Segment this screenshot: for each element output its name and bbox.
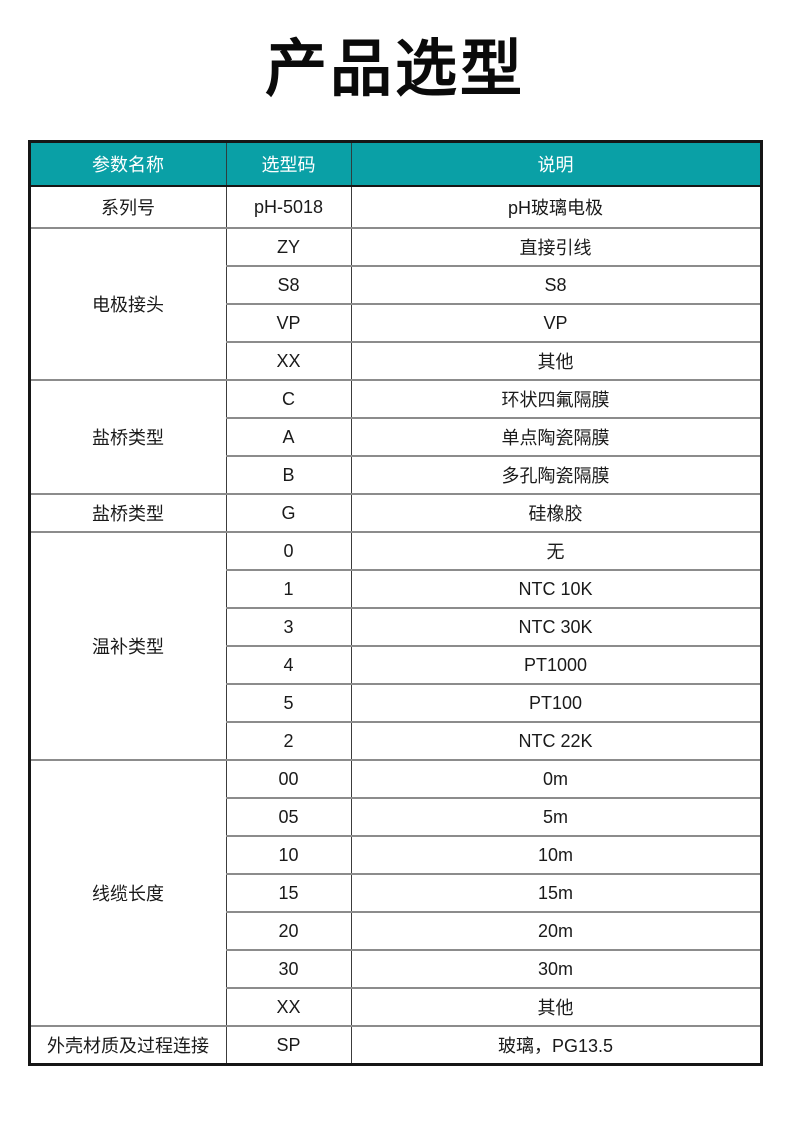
desc-cell: 其他	[350, 341, 762, 382]
code-cell: S8	[225, 265, 352, 306]
code-cell: 5	[225, 683, 352, 724]
code-cell: XX	[225, 341, 352, 382]
param-name-cell: 盐桥类型	[28, 379, 227, 496]
table-row: S8 S8	[29, 265, 762, 306]
desc-cell: 20m	[350, 911, 762, 952]
code-cell: G	[225, 493, 352, 534]
table-row: 系列号 pH-5018 pH玻璃电极	[28, 185, 762, 230]
table-header: 参数名称 选型码 说明	[28, 141, 762, 188]
desc-cell: PT1000	[350, 645, 762, 686]
desc-cell: 15m	[350, 873, 762, 914]
page-title: 产品选型	[264, 35, 525, 104]
code-cell: 05	[225, 797, 352, 838]
code-cell: 20	[225, 911, 352, 952]
desc-cell: 多孔陶瓷隔膜	[350, 455, 762, 496]
code-cell: 15	[225, 873, 352, 914]
code-cell: 00	[225, 759, 352, 800]
product-selection-table: 参数名称 选型码 说明 系列号 pH-5018 pH玻璃电极 电极接头 ZY 直接引线 S8…	[27, 140, 763, 1067]
code-cell: 3	[225, 607, 352, 648]
code-cell: SP	[225, 1025, 352, 1066]
header-cell-description: 说明	[350, 141, 762, 188]
code-cell: pH-5018	[225, 185, 352, 230]
table-row: 5 PT100	[29, 683, 762, 724]
code-cell: 4	[225, 645, 352, 686]
table-body: 系列号 pH-5018 pH玻璃电极 电极接头 ZY 直接引线 S8 S8 VP VP XX 其他 盐桥…	[28, 185, 762, 1066]
table-row: 20 20m	[29, 911, 762, 952]
code-cell: 1	[225, 569, 352, 610]
desc-cell: pH玻璃电极	[350, 185, 762, 230]
table-row: XX 其他	[29, 341, 762, 382]
param-name-cell: 外壳材质及过程连接	[28, 1025, 227, 1066]
code-cell: B	[225, 455, 352, 496]
desc-cell: 硅橡胶	[350, 493, 762, 534]
table-row: VP VP	[29, 303, 762, 344]
desc-cell: PT100	[350, 683, 762, 724]
desc-cell: 环状四氟隔膜	[350, 379, 762, 420]
table-row: 10 10m	[29, 835, 762, 876]
desc-cell: 无	[350, 531, 762, 572]
table-row: 电极接头 ZY 直接引线	[28, 227, 762, 382]
param-name-cell: 温补类型	[28, 531, 227, 762]
table-row: 盐桥类型 G 硅橡胶	[28, 493, 762, 534]
code-cell: 0	[225, 531, 352, 572]
desc-cell: NTC 30K	[350, 607, 762, 648]
desc-cell: 其他	[350, 987, 762, 1028]
desc-cell: VP	[350, 303, 762, 344]
desc-cell: 直接引线	[350, 227, 762, 268]
desc-cell: 5m	[350, 797, 762, 838]
table-row: 2 NTC 22K	[29, 721, 762, 762]
code-cell: 10	[225, 835, 352, 876]
desc-cell: S8	[350, 265, 762, 306]
header-cell-selection-code: 选型码	[225, 141, 352, 188]
table-row: B 多孔陶瓷隔膜	[29, 455, 762, 496]
param-name-cell: 盐桥类型	[28, 493, 227, 534]
code-cell: VP	[225, 303, 352, 344]
table-row: 15 15m	[29, 873, 762, 914]
code-cell: A	[225, 417, 352, 458]
param-name-cell: 电极接头	[28, 227, 227, 382]
desc-cell: 30m	[350, 949, 762, 990]
desc-cell: 0m	[350, 759, 762, 800]
code-cell: XX	[225, 987, 352, 1028]
table-row: XX 其他	[29, 987, 762, 1028]
table-header-row: 参数名称 选型码 说明	[28, 141, 762, 188]
code-cell: 30	[225, 949, 352, 990]
table-row: 盐桥类型 C 环状四氟隔膜	[28, 379, 762, 496]
code-cell: 2	[225, 721, 352, 762]
table-row: 线缆长度 00 0m	[28, 759, 762, 1028]
table-row: A 单点陶瓷隔膜	[29, 417, 762, 458]
param-name-cell: 线缆长度	[28, 759, 227, 1028]
table-row: 3 NTC 30K	[29, 607, 762, 648]
desc-cell: NTC 10K	[350, 569, 762, 610]
code-cell: ZY	[225, 227, 352, 268]
table-row: 4 PT1000	[29, 645, 762, 686]
code-cell: C	[225, 379, 352, 420]
desc-cell: 单点陶瓷隔膜	[350, 417, 762, 458]
desc-cell: NTC 22K	[350, 721, 762, 762]
table-row: 外壳材质及过程连接 SP 玻璃，PG13.5	[28, 1025, 762, 1066]
param-name-cell: 系列号	[28, 185, 227, 230]
table-row: 1 NTC 10K	[29, 569, 762, 610]
table-row: 温补类型 0 无	[28, 531, 762, 762]
desc-cell: 10m	[350, 835, 762, 876]
table-row: 30 30m	[29, 949, 762, 990]
header-cell-parameter-name: 参数名称	[28, 141, 227, 188]
table-row: 05 5m	[29, 797, 762, 838]
desc-cell: 玻璃，PG13.5	[350, 1025, 762, 1066]
